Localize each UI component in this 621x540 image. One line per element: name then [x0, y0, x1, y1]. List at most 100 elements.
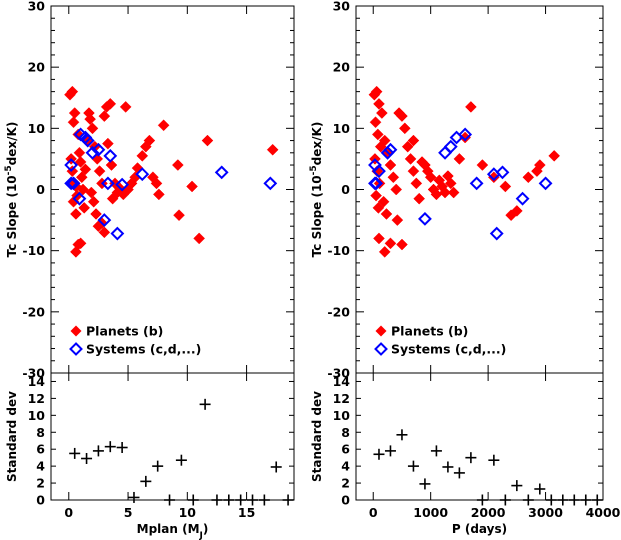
y-tick-label: 0 — [36, 493, 45, 508]
plus-point — [430, 445, 442, 457]
y-tick-label: -30 — [22, 366, 45, 381]
plus-point — [128, 491, 140, 503]
planet-point — [510, 205, 523, 217]
plus-point — [373, 448, 385, 460]
planet-point — [476, 159, 489, 171]
legend-label: Systems (c,d,...) — [86, 342, 201, 357]
planet-point — [404, 153, 417, 165]
y-axis-label-post: dex/K) — [310, 122, 324, 166]
system-point — [489, 226, 504, 241]
planet-point — [465, 101, 477, 113]
system-point — [495, 165, 510, 180]
y-tick-label: 30 — [333, 0, 351, 14]
system-point — [380, 145, 395, 160]
plus-point — [152, 460, 164, 472]
planet-point — [424, 171, 437, 184]
y-tick-label: 10 — [333, 408, 351, 423]
system-point — [103, 148, 118, 163]
system-point — [97, 213, 112, 227]
y-tick-label: 4 — [341, 459, 350, 474]
legend-marker-planets — [375, 325, 387, 337]
planet-point — [369, 116, 382, 129]
plus-point — [175, 454, 187, 466]
y-tick-label: 6 — [36, 442, 45, 457]
planet-point — [193, 232, 206, 245]
planet-point — [106, 192, 119, 205]
plus-point — [499, 494, 511, 506]
planet-point — [79, 163, 92, 176]
planet-point — [74, 237, 87, 250]
system-point — [515, 191, 530, 206]
legend-marker-planets — [70, 325, 82, 337]
planet-point — [77, 183, 89, 196]
plus-point — [522, 494, 534, 506]
plus-point — [453, 467, 465, 479]
plus-point — [396, 429, 408, 441]
y-tick-label: 10 — [28, 408, 46, 423]
planet-point — [373, 232, 385, 245]
plus-point — [488, 454, 500, 466]
planet-point — [413, 192, 426, 205]
planet-point — [416, 156, 428, 168]
planet-point — [87, 195, 100, 208]
planet-point — [384, 237, 397, 250]
planet-point — [378, 134, 391, 147]
planet-point — [370, 189, 382, 202]
system-point — [263, 176, 278, 191]
planet-point — [548, 150, 561, 162]
system-point — [369, 176, 384, 191]
plus-point — [187, 494, 199, 506]
planet-point — [453, 153, 466, 165]
planet-point — [68, 107, 81, 119]
y-tick-label: 4 — [36, 459, 45, 474]
system-point — [100, 176, 115, 191]
plus-point — [465, 452, 477, 464]
planet-point — [393, 107, 405, 119]
planet-point — [410, 177, 423, 190]
y-axis-label-pre: Tc Slope (10 — [5, 175, 19, 257]
planet-point — [447, 186, 460, 199]
planet-point — [186, 180, 198, 193]
plus-point — [282, 494, 294, 506]
planet-point — [390, 183, 403, 196]
plus-point — [476, 494, 488, 506]
planet-point — [439, 186, 451, 199]
plus-point — [247, 494, 259, 506]
y-tick-label: 14 — [28, 374, 46, 389]
planet-point — [70, 246, 82, 258]
system-point — [458, 127, 473, 142]
system-point — [538, 176, 553, 191]
plus-point — [81, 453, 93, 465]
panel-right-bottom: 0 2 4 6 8 10 12 14 0 1000 2000 3000 4000 P (days) Stan… — [310, 372, 621, 536]
planet-point — [398, 122, 411, 135]
plus-point — [534, 483, 546, 495]
y-tick-label: -10 — [327, 243, 350, 258]
plus-point — [116, 442, 128, 454]
planet-point — [171, 159, 184, 171]
plus-point — [211, 494, 223, 506]
planet-point — [444, 177, 457, 190]
y-tick-label: -30 — [327, 366, 350, 381]
y-tick-label: 12 — [333, 391, 350, 406]
planet-point — [173, 209, 185, 222]
y-axis-label: Standard dev — [5, 391, 19, 482]
plus-point — [104, 441, 116, 453]
planet-point — [266, 143, 279, 156]
plot-frame — [355, 372, 604, 501]
system-point — [64, 158, 79, 172]
plus-point — [164, 494, 176, 506]
panel-left-bottom: 0 2 4 6 8 10 12 14 0 5 10 15 Mplan (MJ) Standard dev — [5, 372, 295, 540]
planet-point — [384, 159, 397, 171]
planet-point — [391, 214, 404, 226]
planet-point — [380, 208, 393, 220]
plus-point — [545, 494, 557, 506]
planet-point — [522, 171, 535, 184]
legend-marker-systems — [374, 342, 388, 356]
planet-point — [66, 85, 79, 98]
system-point — [214, 165, 229, 180]
plus-point — [270, 461, 282, 473]
plus-point — [92, 445, 104, 457]
y-tick-label: 8 — [36, 425, 45, 440]
planet-point — [98, 226, 111, 239]
plus-point — [223, 494, 235, 506]
